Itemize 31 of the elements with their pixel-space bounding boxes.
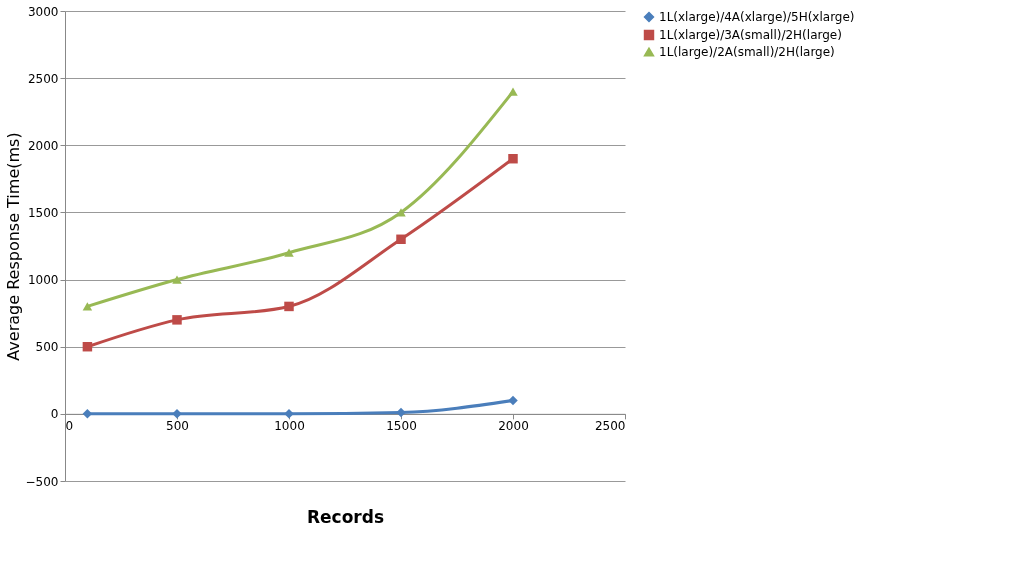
x-tick-label: 1000 [274, 419, 305, 434]
point [508, 153, 518, 164]
point [82, 302, 93, 311]
legend-label: 1L(xlarge)/3A(small)/2H(large) [659, 28, 842, 42]
y-tick-label: 2500 [27, 71, 59, 86]
point [172, 275, 182, 284]
x-axis-title: Records [306, 506, 385, 527]
legend-label: 1L(xlarge)/4A(xlarge)/5H(xlarge) [659, 10, 855, 24]
y-tick-label: 500 [35, 340, 59, 355]
y-axis-title: Average Response Time(ms) [3, 132, 23, 361]
y-tick-label: 1000 [27, 273, 59, 288]
point [396, 234, 406, 245]
x-tick-label: 1500 [386, 419, 417, 434]
y-tick-label: 3000 [27, 4, 59, 19]
x-tick-label: 2000 [498, 419, 529, 434]
y-tick-label: −500 [25, 474, 59, 489]
point [82, 341, 93, 352]
point [284, 248, 294, 257]
y-tick-label: 2000 [27, 138, 59, 153]
x-tick-label: 2500 [594, 419, 626, 434]
x-tick-label: 0 [65, 419, 74, 434]
y-tick-label: 1500 [27, 205, 59, 220]
x-tick-label: 500 [166, 419, 189, 434]
point [508, 395, 518, 406]
y-tick-label: 0 [50, 407, 59, 422]
point [508, 87, 518, 96]
point [172, 315, 182, 325]
point [284, 301, 294, 312]
legend-label: 1L(large)/2A(small)/2H(large) [659, 45, 835, 59]
point [396, 208, 406, 217]
point [396, 407, 406, 418]
